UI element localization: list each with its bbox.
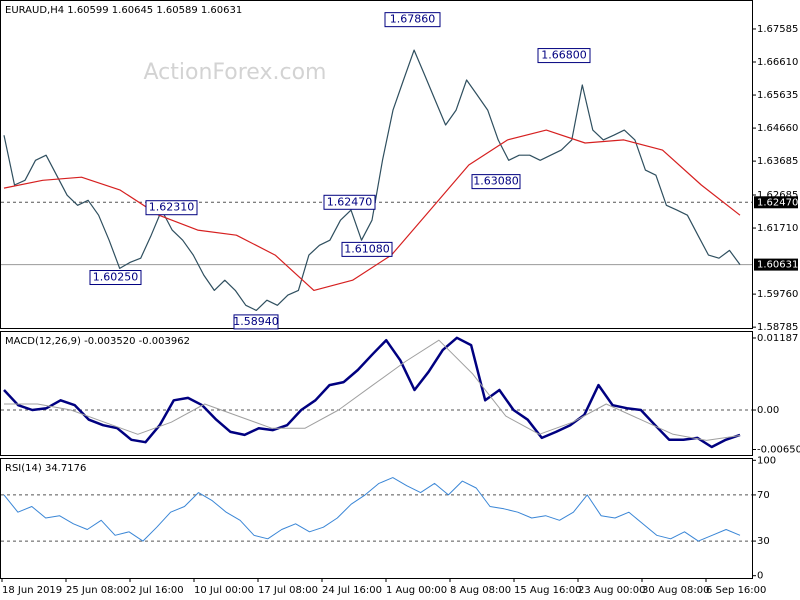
x-tick-label: 24 Jul 16:00 bbox=[322, 585, 382, 596]
x-tick-label: 15 Aug 16:00 bbox=[514, 585, 581, 596]
panel-title: RSI(14) 34.7176 bbox=[5, 463, 86, 474]
x-tick-label: 30 Aug 08:00 bbox=[642, 585, 709, 596]
y-tick-label: 100 bbox=[757, 455, 776, 466]
last-price-box bbox=[754, 258, 798, 271]
price-annotation: 1.62470 bbox=[327, 195, 373, 208]
price-annotation: 1.62310 bbox=[149, 201, 195, 214]
x-tick-label: 10 Jul 00:00 bbox=[194, 585, 254, 596]
price-annotation-box bbox=[323, 194, 376, 210]
price-annotation: 1.63080 bbox=[473, 175, 519, 188]
x-tick-label: 8 Aug 08:00 bbox=[450, 585, 511, 596]
y-tick-label: 30 bbox=[757, 536, 770, 547]
y-tick-label: 0 bbox=[757, 571, 763, 582]
x-tick-label: 17 Jul 08:00 bbox=[258, 585, 318, 596]
y-tick-label: 0.01187 bbox=[757, 333, 798, 344]
x-tick-label: 25 Jun 08:00 bbox=[66, 585, 130, 596]
price-annotation-box bbox=[145, 200, 198, 216]
x-tick-label: 1 Aug 00:00 bbox=[386, 585, 447, 596]
series-line bbox=[3, 129, 741, 291]
y-tick-label: 70 bbox=[757, 490, 770, 501]
y-tick-label: 1.66610 bbox=[757, 57, 798, 68]
series-line bbox=[3, 336, 741, 449]
series-line bbox=[3, 49, 741, 311]
price-annotation: 1.60250 bbox=[93, 271, 139, 284]
panel-frame bbox=[0, 0, 753, 329]
panel-frame bbox=[0, 458, 753, 579]
level-box bbox=[754, 196, 798, 209]
x-tick-label: 6 Sep 16:00 bbox=[706, 585, 766, 596]
series-line bbox=[3, 477, 741, 542]
panel-title: MACD(12,26,9) -0.003520 -0.003962 bbox=[5, 336, 190, 347]
price-annotation: 1.66800 bbox=[541, 49, 587, 62]
series-line bbox=[4, 339, 741, 441]
x-tick-label: 23 Aug 00:00 bbox=[578, 585, 645, 596]
x-tick-label: 2 Jul 16:00 bbox=[130, 585, 184, 596]
y-tick-label: -0.006502 bbox=[757, 444, 800, 455]
price-annotation-box bbox=[471, 174, 521, 190]
y-tick-label: 1.58785 bbox=[757, 322, 798, 333]
title-bg bbox=[2, 461, 95, 474]
price-annotation: 1.58940 bbox=[233, 315, 279, 328]
y-tick-label: 1.64660 bbox=[757, 123, 798, 134]
price-annotation-box bbox=[384, 12, 441, 28]
y-tick-label: 1.61710 bbox=[757, 223, 798, 234]
y-tick-label: 0.00 bbox=[757, 405, 779, 416]
y-tick-label: 1.62685 bbox=[757, 190, 798, 201]
panel-title: EURAUD,H4 1.60599 1.60645 1.60589 1.6063… bbox=[5, 5, 242, 16]
title-bg bbox=[2, 3, 263, 16]
y-tick-label: 1.63685 bbox=[757, 156, 798, 167]
panel-frame bbox=[0, 331, 753, 456]
price-annotation-box bbox=[233, 314, 279, 330]
last-price-label: 1.60631 bbox=[757, 260, 798, 271]
y-tick-label: 1.59760 bbox=[757, 289, 798, 300]
level-label: 1.62470 bbox=[757, 197, 798, 208]
y-tick-label: 1.67585 bbox=[757, 24, 798, 35]
price-annotation-box bbox=[537, 48, 591, 64]
x-tick-label: 18 Jun 2019 bbox=[2, 585, 62, 596]
watermark: ActionForex.com bbox=[144, 60, 327, 85]
title-bg bbox=[2, 334, 207, 347]
price-annotation: 1.61080 bbox=[344, 242, 390, 255]
y-tick-label: 1.65635 bbox=[757, 90, 798, 101]
price-annotation-box bbox=[341, 241, 393, 257]
price-annotation: 1.67860 bbox=[390, 13, 436, 26]
price-annotation-box bbox=[89, 270, 142, 286]
